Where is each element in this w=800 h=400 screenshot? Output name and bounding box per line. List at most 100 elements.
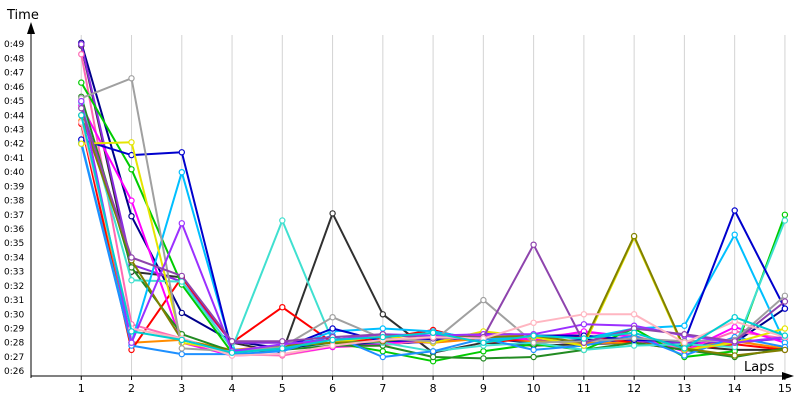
x-tick-label: 2 [128, 382, 135, 395]
data-point [781, 217, 789, 224]
x-tick-label: 8 [430, 382, 437, 395]
data-point [78, 97, 85, 105]
data-point [480, 296, 487, 304]
y-axis-title: Time [6, 8, 39, 23]
x-tick-label: 9 [480, 382, 487, 395]
data-point [731, 352, 738, 359]
series-20 [78, 112, 789, 356]
data-point [128, 277, 135, 284]
data-point [781, 292, 789, 299]
data-point [128, 339, 135, 346]
data-point [530, 241, 537, 248]
data-point [731, 231, 738, 238]
y-tick-label: 0:44 [4, 111, 24, 121]
data-point [329, 336, 336, 344]
y-tick-label: 0:48 [4, 54, 24, 64]
y-tick-label: 0:29 [4, 325, 24, 335]
axes: Time Laps [6, 8, 794, 380]
data-point [480, 355, 487, 362]
y-tick-label: 0:43 [4, 126, 24, 136]
x-tick-label: 3 [178, 382, 185, 395]
data-point [781, 298, 789, 305]
data-point [128, 139, 135, 146]
data-point [78, 104, 85, 112]
data-point [681, 322, 688, 329]
y-tick-label: 0:40 [4, 168, 24, 178]
y-tick-label: 0:33 [4, 268, 24, 278]
data-point [128, 75, 135, 82]
data-point [379, 311, 386, 318]
y-tick-label: 0:31 [4, 296, 24, 306]
data-point [731, 323, 738, 331]
data-point [178, 272, 185, 280]
y-tick-label: 0:42 [4, 140, 24, 150]
data-point [279, 338, 286, 345]
y-tick-label: 0:39 [4, 182, 24, 192]
data-point [429, 329, 437, 336]
data-point [731, 338, 738, 345]
data-point [279, 304, 286, 311]
data-point [379, 348, 386, 355]
data-point [279, 350, 286, 358]
x-axis-title: Laps [744, 360, 774, 375]
data-point [279, 345, 286, 352]
data-point [379, 325, 386, 332]
data-point [630, 329, 638, 336]
data-point [279, 217, 286, 224]
x-axis-arrow-icon [782, 372, 794, 380]
data-point [429, 348, 437, 355]
x-tick-label: 12 [627, 382, 641, 395]
series-lines [78, 39, 789, 365]
data-point [429, 353, 437, 361]
y-tick-label: 0:37 [4, 211, 24, 221]
data-point [781, 325, 789, 332]
y-tick-label: 0:35 [4, 239, 24, 249]
data-point [480, 348, 487, 355]
data-point [630, 311, 638, 318]
data-point [530, 339, 537, 346]
data-point [781, 305, 789, 312]
data-point [379, 333, 386, 341]
x-tick-label: 15 [778, 382, 792, 395]
data-point [530, 353, 537, 361]
data-point [329, 210, 336, 217]
data-point [228, 338, 236, 345]
data-point [78, 51, 85, 58]
data-point [731, 314, 738, 321]
data-point [630, 335, 638, 342]
data-point [681, 339, 688, 346]
y-tick-label: 0:28 [4, 339, 24, 349]
data-point [128, 166, 135, 173]
data-point [128, 197, 135, 204]
x-tick-label: 14 [728, 382, 742, 395]
data-point [530, 346, 537, 354]
data-point [78, 41, 85, 48]
data-point [630, 342, 638, 349]
x-tick-label: 11 [577, 382, 591, 395]
y-tick-label: 0:49 [4, 40, 24, 50]
data-point [178, 149, 185, 156]
grid-lines [80, 35, 786, 376]
data-point [178, 345, 185, 352]
y-tick-label: 0:38 [4, 197, 24, 207]
data-point [580, 335, 588, 342]
data-point [630, 232, 638, 240]
y-tick-label: 0:32 [4, 282, 24, 292]
x-tick-label: 1 [78, 382, 85, 395]
y-tick-label: 0:41 [4, 154, 24, 164]
data-point [78, 140, 85, 147]
data-point [178, 168, 185, 176]
data-point [580, 321, 588, 328]
data-point [329, 342, 336, 349]
y-tick-label: 0:36 [4, 225, 24, 235]
data-point [781, 332, 789, 339]
data-point [128, 212, 135, 220]
data-point [178, 350, 185, 358]
data-point [178, 220, 185, 227]
data-point [781, 346, 789, 354]
x-tick-label: 13 [677, 382, 691, 395]
data-point [480, 339, 487, 346]
data-point [128, 254, 135, 261]
data-point [78, 79, 85, 86]
